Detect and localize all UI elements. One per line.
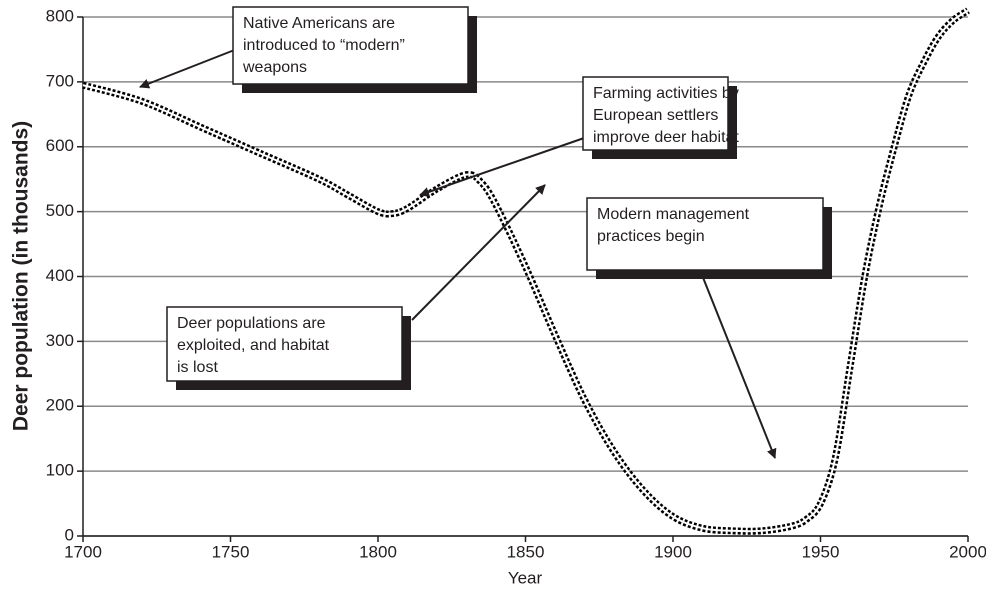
annotation-text: Farming activities by [593, 85, 739, 102]
annotation-text: European settlers [593, 107, 718, 124]
arrow [411, 184, 546, 321]
x-axis-label: Year [508, 568, 543, 587]
arrow [139, 48, 238, 89]
x-tick-label: 1900 [654, 542, 692, 561]
annotation-text: improve deer habitat [593, 129, 739, 146]
line [82, 7, 970, 535]
y-tick-label: 500 [46, 201, 74, 220]
y-tick-label: 800 [46, 6, 74, 25]
arrow [419, 136, 588, 197]
x-tick-label: 2000 [949, 542, 986, 561]
annotation-text: introduced to “modern” [243, 37, 405, 54]
annotation-box [166, 306, 403, 382]
y-tick-label: 600 [46, 136, 74, 155]
annotation-text: is lost [177, 359, 218, 376]
y-tick-label: 0 [65, 525, 74, 544]
x-tick-label: 1700 [64, 542, 102, 561]
annotation-text: Deer populations are [177, 315, 326, 332]
x-tick-label: 1950 [802, 542, 840, 561]
y-tick-label: 200 [46, 396, 74, 415]
annotation-text: exploited, and habitat [177, 337, 330, 354]
annotation-text: practices begin [597, 228, 705, 245]
y-tick-label: 700 [46, 71, 74, 90]
y-tick-label: 300 [46, 331, 74, 350]
annotation-text: weapons [242, 59, 307, 76]
y-tick-label: 400 [46, 266, 74, 285]
annotation-box [582, 76, 729, 151]
x-tick-label: 1800 [359, 542, 397, 561]
annotation-box [232, 6, 469, 85]
y-axis-label: Deer population (in thousands) [10, 121, 33, 431]
x-tick-label: 1750 [212, 542, 250, 561]
x-tick-label: 1850 [507, 542, 545, 561]
line-inner [82, 9, 969, 533]
y-tick-label: 100 [46, 461, 74, 480]
annotation-text: Modern management [597, 206, 750, 223]
arrow [699, 269, 777, 459]
annotation-box [586, 197, 824, 271]
annotation-text: Native Americans are [243, 15, 395, 32]
